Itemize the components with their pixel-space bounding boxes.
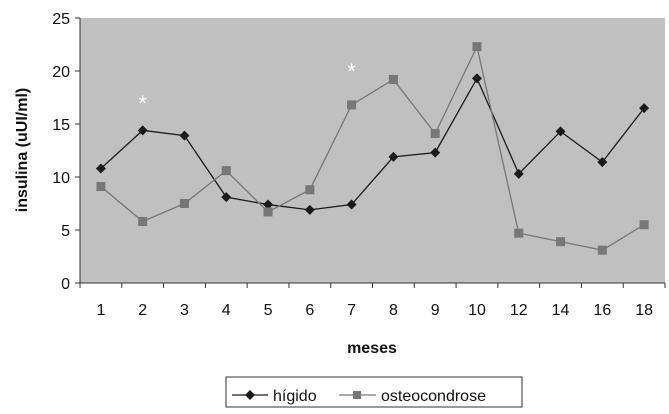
x-tick-label: 16 <box>593 302 611 319</box>
legend-box <box>225 376 523 408</box>
data-point-osteocondrose <box>347 100 357 110</box>
x-tick-label: 5 <box>264 302 273 319</box>
x-tick-label: 1 <box>96 302 105 319</box>
data-point-osteocondrose <box>597 245 607 255</box>
data-point-osteocondrose <box>514 228 524 238</box>
data-point-osteocondrose <box>305 185 315 195</box>
legend-marker-higido <box>245 390 255 400</box>
legend-label-higido: hígido <box>273 388 317 405</box>
x-tick-label: 8 <box>389 302 398 319</box>
annotations: ** <box>138 59 356 116</box>
x-tick-label: 14 <box>552 302 570 319</box>
y-tick-label: 25 <box>52 11 70 28</box>
data-point-osteocondrose <box>96 182 106 192</box>
y-axis-ticks: 0 5 10 15 20 25 <box>52 11 80 293</box>
data-point-higido <box>263 199 274 210</box>
legend: hígido osteocondrose <box>225 376 523 408</box>
data-point-higido <box>95 163 106 174</box>
data-point-osteocondrose <box>430 129 440 139</box>
plot-area <box>80 18 665 283</box>
y-tick-label: 5 <box>61 223 70 240</box>
data-point-higido <box>346 199 357 210</box>
x-tick-label: 7 <box>347 302 356 319</box>
data-point-higido <box>430 147 441 158</box>
data-point-osteocondrose <box>388 74 398 84</box>
data-point-higido <box>304 204 315 215</box>
x-tick-label: 6 <box>305 302 314 319</box>
y-tick-label: 10 <box>52 170 70 187</box>
data-point-higido <box>597 157 608 168</box>
series-line-1 <box>100 44 645 251</box>
legend-label-osteocondrose: osteocondrose <box>381 388 486 405</box>
data-point-higido <box>137 125 148 136</box>
significance-asterisk: * <box>347 59 356 84</box>
data-point-higido <box>179 130 190 141</box>
x-tick-label: 12 <box>510 302 528 319</box>
x-axis-title: meses <box>347 340 397 357</box>
data-point-osteocondrose <box>472 42 482 52</box>
x-tick-label: 9 <box>431 302 440 319</box>
data-point-higido <box>639 103 650 114</box>
x-tick-label: 2 <box>138 302 147 319</box>
data-point-higido <box>221 192 232 203</box>
data-point-osteocondrose <box>179 199 189 208</box>
y-tick-label: 0 <box>61 276 70 293</box>
x-tick-label: 4 <box>222 302 231 319</box>
data-point-osteocondrose <box>556 237 566 247</box>
x-tick-label: 18 <box>635 302 653 319</box>
significance-asterisk: * <box>138 91 147 116</box>
series-layer <box>95 42 650 255</box>
y-tick-label: 15 <box>52 117 70 134</box>
data-point-higido <box>513 168 524 179</box>
x-axis-ticks: 1 2 3 4 5 6 7 8 9 10 12 14 16 18 <box>79 283 666 319</box>
legend-marker-osteocondrose <box>353 391 361 399</box>
y-tick-label: 20 <box>52 64 70 81</box>
data-point-osteocondrose <box>138 217 148 227</box>
x-tick-label: 3 <box>180 302 189 319</box>
series-line-0 <box>100 76 645 211</box>
data-point-osteocondrose <box>639 220 649 230</box>
data-point-osteocondrose <box>263 207 273 217</box>
x-tick-label: 10 <box>468 302 486 319</box>
data-point-higido <box>471 73 482 84</box>
data-point-higido <box>388 151 399 162</box>
y-axis-title: insulina (uUI/ml) <box>14 88 31 212</box>
data-point-osteocondrose <box>221 166 231 176</box>
data-point-higido <box>555 126 566 137</box>
